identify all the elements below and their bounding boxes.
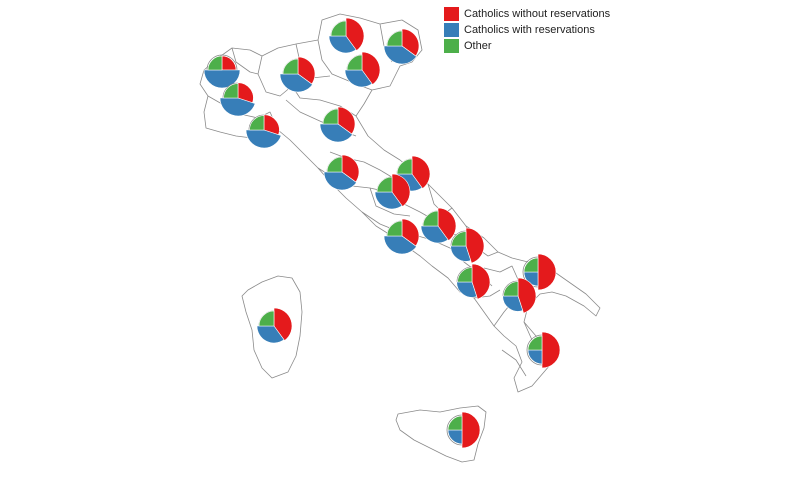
pie-friuli-venezia-giulia	[383, 28, 420, 65]
pie-slice-toscana-without	[341, 154, 360, 183]
pie-slice-abruzzo-with	[420, 225, 449, 244]
pie-slice-umbria-other	[376, 176, 393, 193]
pie-slice-liguria-other	[249, 115, 265, 131]
pie-slice-trentino-alto-adige-without	[345, 17, 365, 51]
pie-slice-molise-with	[450, 245, 472, 262]
pie-umbria	[374, 173, 411, 210]
pie-slice-sardegna-with	[256, 325, 285, 344]
pie-slice-basilicata-other	[503, 281, 519, 297]
legend-label-other: Other	[464, 39, 492, 52]
pie-slice-emilia-romagna-without	[337, 106, 356, 135]
pie-slice-valle-d-aosta-with	[203, 69, 241, 89]
pie-slice-friuli-venezia-giulia-with	[383, 45, 417, 65]
pie-piemonte	[219, 82, 256, 117]
pie-slice-lazio-other	[386, 220, 403, 237]
legend-swatch-other	[444, 38, 459, 53]
pie-slice-sicilia-other	[447, 415, 463, 431]
legend-item-without: Catholics without reservations	[444, 6, 610, 21]
pie-slice-lombardia-with	[279, 73, 313, 93]
legend-item-with: Catholics with reservations	[444, 22, 610, 37]
pie-slice-lazio-with	[383, 235, 417, 255]
pie-puglia	[522, 253, 557, 291]
pie-slice-calabria-other	[527, 335, 543, 351]
pie-basilicata	[502, 277, 537, 314]
pie-molise	[450, 227, 485, 264]
pie-slice-puglia-without	[537, 253, 557, 291]
pie-campania	[456, 263, 491, 300]
pie-slice-piemonte-other	[223, 83, 239, 99]
pie-slice-emilia-romagna-with	[319, 123, 353, 143]
pie-liguria	[245, 114, 282, 149]
pie-trentino-alto-adige	[328, 17, 365, 54]
pie-slice-friuli-venezia-giulia-without	[401, 28, 420, 57]
pie-slice-veneto-other	[346, 54, 363, 71]
legend-label-without: Catholics without reservations	[464, 7, 611, 20]
region-pies	[203, 17, 561, 449]
legend-item-other: Other	[444, 38, 610, 53]
pie-slice-sicilia-without	[461, 411, 481, 449]
pie-slice-basilicata-without	[517, 277, 537, 314]
pie-slice-basilicata-with	[502, 295, 524, 312]
pie-slice-lazio-without	[401, 218, 420, 247]
pie-slice-piemonte-without	[237, 82, 254, 104]
pie-slice-marche-without	[411, 155, 431, 189]
pie-slice-trentino-alto-adige-with	[328, 35, 357, 54]
pie-slice-umbria-with	[374, 191, 403, 210]
pie-slice-toscana-with	[323, 171, 357, 191]
pie-slice-campania-with	[456, 281, 478, 298]
pie-slice-liguria-with	[245, 129, 282, 149]
legend-swatch-with	[444, 22, 459, 37]
pie-sicilia	[446, 411, 481, 449]
pie-slice-friuli-venezia-giulia-other	[386, 30, 403, 47]
pie-slice-toscana-other	[326, 156, 343, 173]
pie-slice-veneto-without	[361, 51, 381, 85]
pie-lazio	[383, 218, 420, 255]
pie-slice-veneto-with	[344, 69, 373, 88]
pie-slice-molise-without	[465, 227, 485, 264]
legend-label-with: Catholics with reservations	[464, 23, 595, 36]
pie-sardegna	[256, 307, 293, 344]
pie-slice-campania-without	[471, 263, 491, 300]
pie-slice-liguria-without	[263, 114, 280, 136]
pie-slice-abruzzo-other	[422, 210, 439, 227]
pie-slice-emilia-romagna-other	[322, 108, 339, 125]
pie-slice-piemonte-with	[219, 97, 256, 117]
pie-slice-umbria-without	[391, 173, 411, 207]
legend-swatch-without	[444, 6, 459, 21]
pie-emilia-romagna	[319, 106, 356, 143]
pie-calabria	[526, 331, 561, 369]
pie-slice-campania-other	[457, 267, 473, 283]
pie-slice-trentino-alto-adige-other	[330, 20, 347, 37]
pie-slice-valle-d-aosta-other	[207, 55, 223, 71]
pie-slice-puglia-other	[523, 257, 539, 273]
pie-slice-lombardia-without	[297, 56, 316, 85]
pie-slice-marche-other	[396, 158, 413, 175]
pie-toscana	[323, 154, 360, 191]
pie-lombardia	[279, 56, 316, 93]
pie-valle-d-aosta	[203, 54, 241, 89]
pie-slice-molise-other	[451, 231, 467, 247]
pie-slice-lombardia-other	[282, 58, 299, 75]
pie-abruzzo	[420, 207, 457, 244]
pie-slice-abruzzo-without	[437, 207, 457, 241]
pie-slice-sardegna-other	[258, 310, 275, 327]
pie-slice-calabria-without	[541, 331, 561, 369]
pie-veneto	[344, 51, 381, 88]
legend: Catholics without reservations Catholics…	[444, 6, 610, 54]
pie-slice-sardegna-without	[273, 307, 293, 341]
